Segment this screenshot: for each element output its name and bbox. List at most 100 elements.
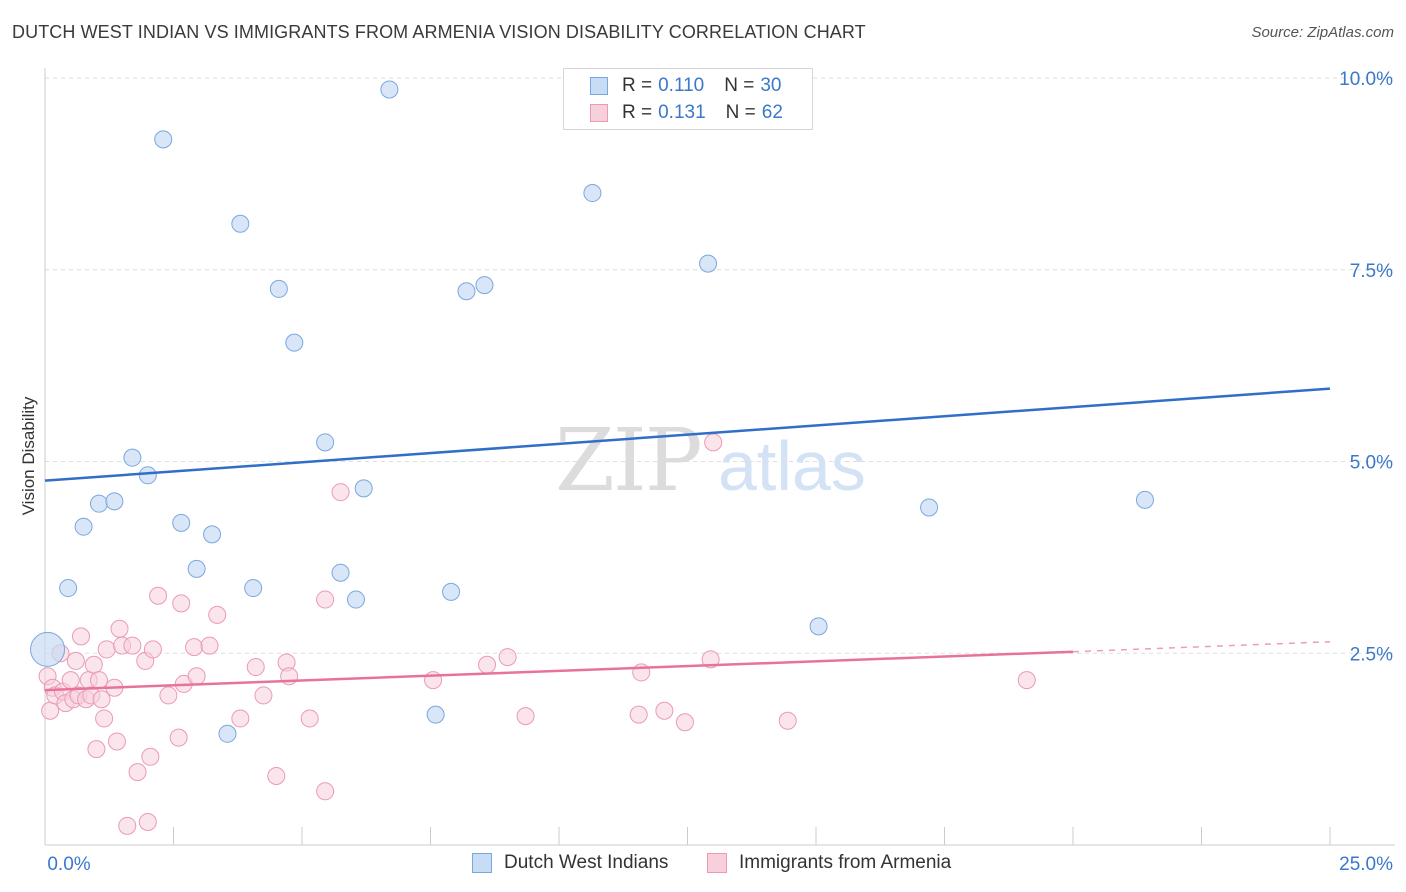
data-point-armenia (208, 605, 227, 624)
legend-n-value: 30 (760, 75, 782, 96)
data-point-armenia (61, 671, 80, 690)
legend-n-label: N = (725, 102, 756, 123)
data-point-dutch-west-indian (442, 582, 461, 601)
data-point-dutch-west-indian (354, 479, 373, 498)
data-point-dutch-west-indian (59, 579, 78, 598)
x-tick-label: 25.0% (1339, 854, 1393, 875)
data-point-armenia (316, 590, 335, 609)
correlation-legend: R = 0.110 N = 30 R = 0.131 N = 62 (563, 68, 813, 130)
y-axis-label: Vision Disability (19, 396, 38, 515)
data-point-dutch-west-indian (346, 590, 365, 609)
data-point-dutch-west-indian (231, 214, 250, 233)
data-point-dutch-west-indian (89, 494, 108, 513)
data-point-armenia (704, 433, 723, 452)
data-point-armenia (97, 640, 116, 659)
data-point-armenia (246, 658, 265, 677)
data-point-armenia (118, 816, 137, 835)
data-point-dutch-west-indian (380, 80, 399, 99)
legend-swatch-pink (590, 104, 608, 122)
data-point-dutch-west-indian (187, 559, 206, 578)
data-point-dutch-west-indian (123, 448, 142, 467)
data-point-armenia (87, 740, 106, 759)
data-point-dutch-west-indian (138, 466, 157, 485)
data-point-armenia (478, 655, 497, 674)
data-point-armenia (701, 650, 720, 669)
data-point-armenia (143, 640, 162, 659)
data-point-dutch-west-indian (244, 579, 263, 598)
data-point-dutch-west-indian (218, 724, 237, 743)
data-point-armenia (123, 636, 142, 655)
data-point-armenia (675, 713, 694, 732)
data-point-armenia (267, 766, 286, 785)
data-point-dutch-west-indian (920, 498, 939, 517)
legend-n-value: 62 (761, 102, 783, 123)
tick-labels: 2.5% 5.0% 7.5% 10.0% 0.0% 25.0% (47, 69, 1393, 875)
data-point-dutch-west-indian (475, 276, 494, 295)
data-point-dutch-west-indian (699, 254, 718, 273)
data-point-armenia (89, 671, 108, 690)
data-point-dutch-west-indian (1135, 490, 1154, 509)
x-tick-label: 0.0% (47, 854, 90, 875)
data-point-armenia (778, 711, 797, 730)
data-point-armenia (516, 707, 535, 726)
data-point-armenia (231, 709, 250, 728)
chart-title: DUTCH WEST INDIAN VS IMMIGRANTS FROM ARM… (12, 22, 866, 42)
trend-line-dutch-west-indians (44, 387, 1331, 482)
data-point-armenia (71, 627, 90, 646)
legend-row-blue: R = 0.110 N = 30 (590, 73, 782, 99)
data-point-armenia (300, 709, 319, 728)
data-point-armenia (498, 648, 517, 667)
data-point-dutch-west-indian (809, 617, 828, 636)
data-point-dutch-west-indian (457, 282, 476, 301)
y-tick-label: 7.5% (1350, 261, 1393, 282)
watermark: ZIP atlas (555, 411, 866, 511)
data-point-armenia (172, 594, 191, 613)
data-point-armenia (1017, 671, 1036, 690)
data-point-armenia (655, 701, 674, 720)
data-point-armenia (185, 638, 204, 657)
watermark-atlas: atlas (718, 427, 866, 505)
watermark-zip: ZIP (555, 411, 701, 511)
data-point-dutch-west-indian (269, 279, 288, 298)
data-point-armenia (200, 636, 219, 655)
data-point-armenia (66, 651, 85, 670)
data-point-armenia (169, 728, 188, 747)
data-point-armenia (187, 667, 206, 686)
data-point-dutch-west-indian (105, 492, 124, 511)
data-point-armenia (95, 709, 114, 728)
data-point-armenia (138, 812, 157, 831)
data-point-armenia (629, 705, 648, 724)
data-point-armenia (331, 483, 350, 502)
data-point-dutch-west-indian (285, 333, 304, 352)
data-point-dutch-west-indian (154, 130, 173, 149)
data-point-armenia (128, 763, 147, 782)
data-point-armenia (107, 732, 126, 751)
bottom-legend-immigrants-from-armenia: Immigrants from Armenia (707, 852, 951, 874)
data-point-dutch-west-indian (172, 513, 191, 532)
data-point-dutch-west-indian (583, 184, 602, 203)
data-point-armenia (41, 701, 60, 720)
bottom-legend-dutch-west-indians: Dutch West Indians (472, 852, 668, 874)
data-point-armenia (92, 690, 111, 709)
bottom-legend-swatch-blue (472, 853, 492, 873)
legend-r-value: 0.110 (658, 75, 705, 96)
data-point-armenia (254, 686, 273, 705)
source-credit: Source: ZipAtlas.com (1251, 24, 1394, 41)
trend-lines (44, 387, 1331, 692)
bottom-legend-swatch-pink (707, 853, 727, 873)
bottom-legend-label: Dutch West Indians (504, 852, 669, 873)
grid-lines (45, 77, 1395, 654)
data-point-dutch-west-indian (331, 563, 350, 582)
legend-swatch-blue (590, 77, 608, 95)
data-point-dutch-west-indian (426, 705, 445, 724)
legend-r-label: R = (622, 102, 653, 123)
trend-line-extension-armenia (1072, 640, 1331, 653)
legend-row-pink: R = 0.131 N = 62 (590, 100, 783, 126)
bottom-legend-label: Immigrants from Armenia (739, 852, 952, 873)
data-point-armenia (110, 619, 129, 638)
y-tick-label: 5.0% (1350, 453, 1393, 474)
data-point-armenia (149, 586, 168, 605)
data-point-dutch-west-indian (30, 631, 66, 667)
y-tick-label: 2.5% (1350, 644, 1393, 665)
